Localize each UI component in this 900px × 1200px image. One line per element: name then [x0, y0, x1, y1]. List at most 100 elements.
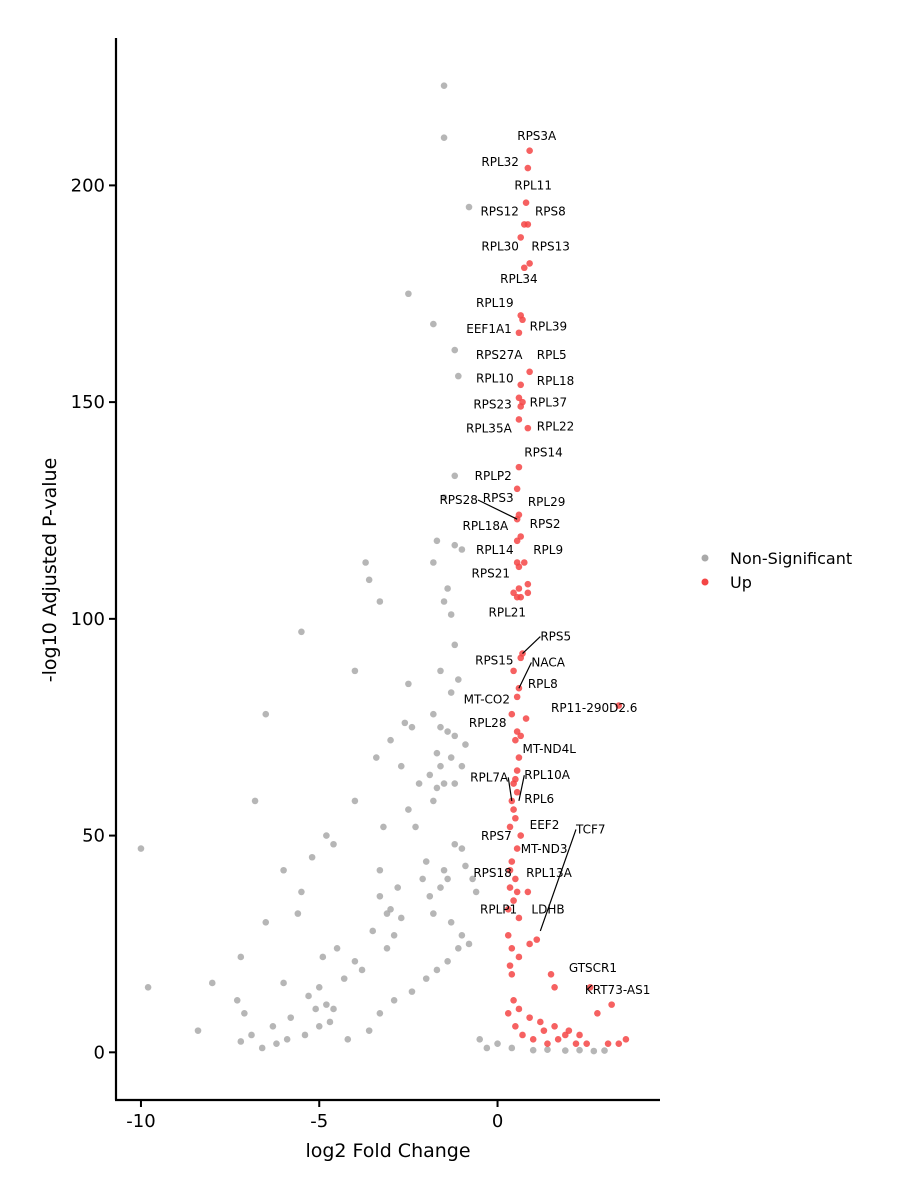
point-non-significant	[380, 823, 387, 831]
point-up	[515, 754, 523, 761]
point-up	[517, 593, 525, 601]
y-tick-label: 200	[71, 175, 105, 196]
y-tick-label: 50	[82, 826, 105, 847]
gene-label: RPL11	[514, 179, 552, 193]
point-up	[517, 381, 525, 389]
point-non-significant	[440, 866, 448, 874]
leader-line	[518, 775, 525, 802]
point-non-significant	[437, 667, 444, 675]
point-non-significant	[447, 611, 455, 618]
point-up	[513, 767, 521, 774]
point-up	[513, 693, 521, 701]
point-non-significant	[137, 845, 145, 852]
point-up	[544, 1040, 551, 1047]
point-non-significant	[433, 784, 441, 792]
point-non-significant	[433, 966, 441, 974]
point-non-significant	[315, 983, 323, 991]
point-non-significant	[415, 780, 423, 787]
point-non-significant	[315, 1023, 323, 1030]
leader-line	[518, 662, 532, 689]
gene-label: RPL9	[533, 543, 563, 557]
point-up	[551, 983, 558, 991]
non-significant-points	[137, 82, 608, 1055]
gene-label: RPL32	[481, 155, 519, 169]
gene-label: RPS14	[524, 445, 562, 459]
x-tick-label: -5	[310, 1111, 328, 1132]
gene-label: RPS21	[472, 567, 510, 581]
gene-label: RPL28	[469, 716, 507, 730]
leader-line	[539, 829, 577, 932]
point-up	[551, 1023, 558, 1030]
point-non-significant	[237, 1038, 245, 1045]
gene-label: MT-CO2	[464, 692, 510, 706]
gene-label: RPL29	[528, 495, 566, 509]
gene-label: EEF2	[530, 818, 560, 832]
point-up	[517, 732, 525, 740]
x-tick-label: 0	[492, 1111, 503, 1132]
point-non-significant	[444, 728, 451, 735]
point-non-significant	[376, 892, 384, 900]
point-non-significant	[280, 979, 287, 987]
point-non-significant	[326, 1018, 334, 1026]
point-up	[508, 858, 516, 865]
point-non-significant	[451, 541, 459, 549]
point-non-significant	[422, 975, 430, 982]
point-non-significant	[430, 320, 437, 328]
gene-label: GTSCR1	[569, 961, 617, 975]
x-tick-label: -10	[126, 1111, 155, 1132]
point-non-significant	[601, 1047, 608, 1054]
y-tick-label: 100	[71, 609, 105, 630]
gene-label: MT-ND4L	[523, 742, 577, 756]
point-up	[508, 944, 516, 952]
point-up	[524, 888, 532, 896]
point-up	[515, 585, 523, 592]
gene-label: RPS5	[540, 630, 571, 644]
legend-label-up: Up	[730, 573, 752, 592]
point-non-significant	[451, 346, 459, 354]
point-non-significant	[312, 1005, 319, 1013]
point-non-significant	[233, 997, 241, 1004]
point-up	[508, 710, 516, 718]
point-non-significant	[458, 845, 466, 852]
point-non-significant	[462, 741, 469, 748]
gene-label: RPL21	[489, 606, 527, 620]
point-non-significant	[465, 940, 473, 948]
point-non-significant	[344, 1036, 352, 1043]
point-up	[524, 424, 532, 432]
x-axis-ticks: -10 -5 0	[126, 1100, 503, 1132]
gene-label: RPS13	[531, 239, 569, 253]
point-up	[526, 368, 533, 376]
point-non-significant	[373, 754, 380, 761]
point-up	[540, 1027, 548, 1034]
gene-label: RP11-290D2.6	[551, 701, 637, 715]
point-up	[526, 260, 533, 267]
gene-label: EEF1A1	[466, 322, 512, 336]
up-points	[504, 147, 630, 1047]
point-up	[515, 914, 523, 922]
point-non-significant	[351, 797, 359, 805]
point-non-significant	[430, 559, 437, 566]
point-non-significant	[365, 1027, 373, 1034]
point-non-significant	[433, 749, 441, 757]
gene-label: RPL8	[528, 677, 558, 691]
point-non-significant	[444, 585, 451, 592]
point-non-significant	[455, 944, 462, 952]
y-axis-label: -log10 Adjusted P-value	[39, 458, 61, 683]
point-non-significant	[447, 754, 455, 761]
point-up	[524, 221, 532, 228]
point-non-significant	[376, 598, 384, 605]
point-non-significant	[590, 1047, 598, 1055]
point-up	[615, 702, 623, 709]
point-non-significant	[144, 983, 152, 991]
point-non-significant	[376, 866, 384, 874]
gene-label: RPL10A	[524, 768, 571, 782]
point-non-significant	[298, 628, 305, 636]
point-non-significant	[323, 1001, 330, 1008]
point-non-significant	[447, 689, 455, 696]
point-up	[520, 264, 528, 272]
point-non-significant	[405, 290, 412, 298]
point-up	[513, 888, 521, 896]
point-non-significant	[444, 957, 451, 965]
point-up	[508, 970, 516, 978]
point-up	[510, 780, 517, 787]
